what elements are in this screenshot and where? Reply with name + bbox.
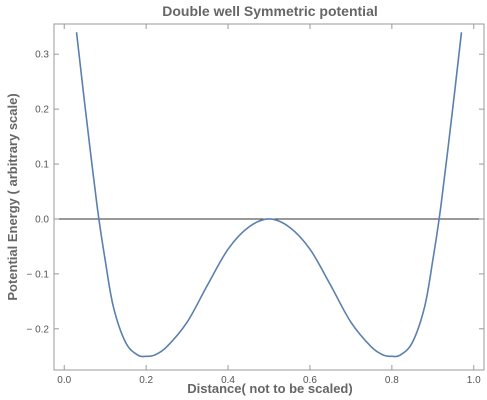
y-tick-label: − 0.1 [26, 269, 49, 280]
x-tick-label: 0.8 [385, 375, 399, 386]
y-tick-label: 0.1 [35, 160, 49, 171]
x-tick-label: 0.2 [139, 375, 153, 386]
plot-frame [54, 24, 484, 370]
x-axis-label: Distance( not to be scaled) [187, 381, 352, 396]
chart-title: Double well Symmetric potential [162, 3, 378, 19]
y-tick-label: 0.0 [35, 214, 49, 225]
y-axis-label: Potential Energy ( arbitrary scale) [5, 93, 20, 300]
plot-area [54, 24, 484, 370]
y-tick-label: − 0.2 [26, 324, 49, 335]
x-tick-label: 0.0 [57, 375, 71, 386]
series-line-potential [77, 32, 462, 356]
y-tick-label: 0.2 [35, 105, 49, 116]
y-tick-label: 0.3 [35, 50, 49, 61]
x-tick-label: 1.0 [467, 375, 481, 386]
